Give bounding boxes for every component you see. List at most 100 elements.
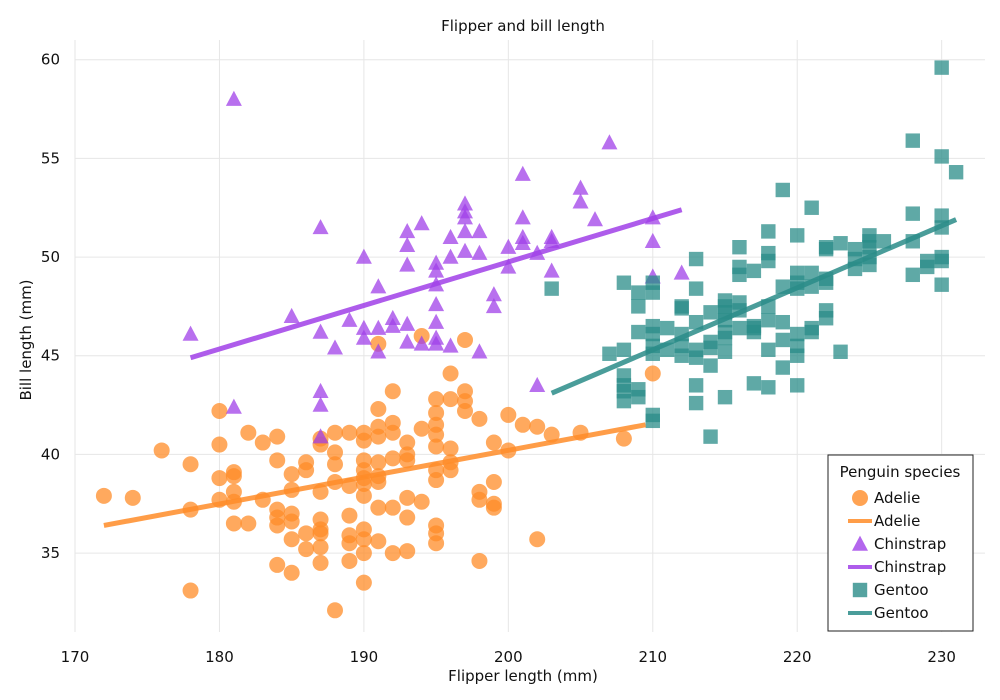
data-point (399, 236, 416, 252)
data-point (543, 262, 560, 278)
data-point (616, 275, 632, 290)
data-point (674, 348, 689, 363)
data-point (732, 320, 747, 336)
data-point (298, 462, 315, 479)
data-point (413, 420, 430, 437)
legend-label: Adelie (874, 512, 920, 530)
data-point (703, 305, 718, 320)
data-point (312, 382, 329, 398)
data-point (283, 531, 300, 548)
legend-label: Chinstrap (874, 535, 946, 553)
data-point (370, 343, 387, 359)
data-point (761, 253, 776, 269)
data-point (225, 468, 242, 485)
data-point (703, 429, 718, 444)
data-point (442, 440, 459, 457)
data-point (775, 314, 790, 330)
data-point (544, 281, 559, 296)
x-tick-label: 200 (494, 648, 523, 666)
data-point (587, 211, 603, 227)
data-point (631, 285, 646, 300)
data-point (804, 324, 819, 340)
legend-label: Gentoo (874, 581, 929, 599)
data-point (934, 208, 949, 223)
data-point (514, 234, 531, 250)
data-point (428, 313, 445, 329)
data-point (399, 452, 416, 469)
trend-line-chinstrap (189, 207, 683, 361)
data-point (442, 248, 459, 264)
data-point (370, 278, 387, 294)
data-point (399, 434, 416, 451)
y-tick-label: 55 (41, 149, 60, 167)
data-point (543, 232, 560, 248)
data-point (688, 378, 704, 393)
data-point (355, 545, 372, 562)
data-point (790, 348, 805, 363)
data-point (790, 228, 805, 243)
data-point (688, 251, 704, 267)
legend-entry: Gentoo (852, 581, 929, 599)
data-point (384, 309, 401, 325)
data-point (615, 430, 632, 447)
data-point (645, 413, 660, 429)
data-point (370, 454, 387, 471)
data-point (370, 401, 387, 418)
legend-marker (852, 582, 868, 598)
data-point (341, 535, 358, 552)
data-point (442, 462, 459, 479)
legend-entry: Chinstrap (852, 535, 946, 553)
data-point (934, 253, 949, 269)
series-gentoo (544, 60, 964, 444)
data-point (384, 317, 401, 333)
trend-line-gentoo (550, 217, 958, 396)
series-chinstrap (182, 90, 690, 444)
data-point (631, 299, 646, 314)
data-point (645, 326, 660, 342)
data-point (399, 223, 416, 239)
data-point (254, 434, 271, 451)
trend-line-adelie (103, 422, 647, 528)
data-point (775, 332, 790, 348)
data-point (355, 531, 372, 548)
data-point (182, 325, 199, 341)
data-point (355, 329, 372, 345)
data-point (717, 330, 733, 346)
data-point (529, 418, 546, 435)
data-point (934, 60, 949, 75)
data-point (312, 323, 329, 339)
data-point (211, 436, 228, 453)
data-point (384, 499, 401, 516)
data-point (370, 428, 387, 445)
data-point (428, 335, 445, 351)
data-point (283, 513, 300, 530)
data-point (761, 313, 776, 328)
data-point (428, 391, 445, 408)
data-point (384, 424, 401, 441)
data-point (790, 326, 805, 342)
legend-box (827, 454, 974, 632)
data-point (413, 493, 430, 510)
data-point (225, 515, 242, 532)
data-point (471, 223, 488, 239)
data-point (572, 193, 589, 209)
data-point (644, 365, 661, 382)
data-point (428, 472, 445, 489)
data-point (312, 219, 329, 235)
legend-title: Penguin species (840, 463, 961, 481)
data-point (283, 466, 300, 483)
data-point (457, 209, 473, 225)
x-tick-label: 230 (927, 648, 956, 666)
data-point (485, 474, 502, 491)
data-point (370, 319, 387, 335)
data-point (153, 442, 170, 459)
data-point (225, 90, 242, 106)
legend-entry: Adelie (852, 489, 920, 507)
data-point (240, 424, 257, 441)
x-tick-label: 220 (783, 648, 812, 666)
x-tick-label: 170 (61, 648, 90, 666)
data-point (124, 489, 141, 506)
trend-lines (103, 207, 958, 528)
data-point (457, 402, 473, 419)
